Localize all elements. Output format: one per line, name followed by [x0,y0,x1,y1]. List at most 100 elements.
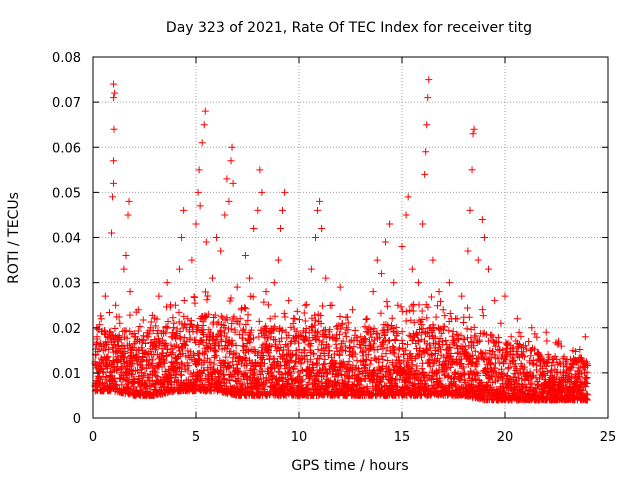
data-point [199,349,207,357]
data-point [358,349,366,357]
data-point [431,340,439,348]
data-point [128,360,136,368]
data-point [183,337,191,345]
data-point [500,370,508,378]
data-point [145,374,153,382]
data-point [336,366,344,374]
data-point [204,292,212,300]
data-point [239,334,247,342]
data-point [247,335,255,343]
data-point [177,335,185,343]
data-point [227,294,235,302]
data-point [105,346,113,354]
data-point [260,298,268,306]
data-point [241,252,249,260]
data-point [398,328,406,336]
data-point [226,362,234,370]
data-point [427,293,435,301]
data-point [169,349,177,357]
data-point [110,157,118,165]
data-point [532,385,540,393]
data-point [276,338,284,346]
data-point [130,340,138,348]
data-point [452,315,460,323]
data-point [217,327,225,335]
data-point [392,323,400,331]
data-point [445,327,453,335]
data-point [351,350,359,358]
data-point [319,302,327,310]
y-tick-label: 0.05 [52,186,81,201]
data-point [582,374,590,382]
data-point [228,143,236,151]
data-point [155,334,163,342]
data-point [473,361,481,369]
data-point [105,328,113,336]
data-point [254,206,262,214]
data-point [232,317,240,325]
data-point [322,274,330,282]
data-point [143,364,151,372]
data-point [266,352,274,360]
data-point [507,333,515,341]
data-point [382,321,390,329]
data-point [567,366,575,374]
data-point [122,252,130,260]
data-point [115,332,123,340]
data-point [138,346,146,354]
data-point [207,359,215,367]
data-point [110,125,118,133]
data-point [199,318,207,326]
data-point [348,347,356,355]
data-point [126,288,134,296]
data-point [417,335,425,343]
y-tick-label: 0.06 [52,141,81,156]
data-point [357,377,365,385]
data-point [463,304,471,312]
data-point [474,372,482,380]
data-point [336,330,344,338]
data-point [110,94,118,102]
data-point [185,362,193,370]
data-point [263,340,271,348]
data-point [192,220,200,228]
data-point [246,366,254,374]
data-point [362,355,370,363]
data-point [549,375,557,383]
data-point [334,321,342,329]
data-point [187,317,195,325]
data-point [129,344,137,352]
data-point [339,337,347,345]
data-point [377,309,385,317]
data-point [388,322,396,330]
data-point [251,369,259,377]
data-point [326,326,334,334]
data-point [281,188,289,196]
data-point [446,309,454,317]
y-tick-label: 0 [73,412,81,427]
data-point [309,361,317,369]
data-point [295,316,303,324]
data-point [441,323,449,331]
data-point [449,328,457,336]
data-point [297,331,305,339]
data-point [397,303,405,311]
data-point [176,265,184,273]
data-point [210,353,218,361]
data-point [180,206,188,214]
data-point [505,364,513,372]
data-point [310,350,318,358]
data-point [120,265,128,273]
data-point [134,306,142,314]
data-point [382,350,390,358]
data-point [476,379,484,387]
data-point [301,301,309,309]
data-point [292,347,300,355]
data-point [414,337,422,345]
data-point [411,381,419,389]
data-point [250,334,258,342]
data-point [429,256,437,264]
data-point [96,321,104,329]
data-point [487,354,495,362]
data-point [373,256,381,264]
